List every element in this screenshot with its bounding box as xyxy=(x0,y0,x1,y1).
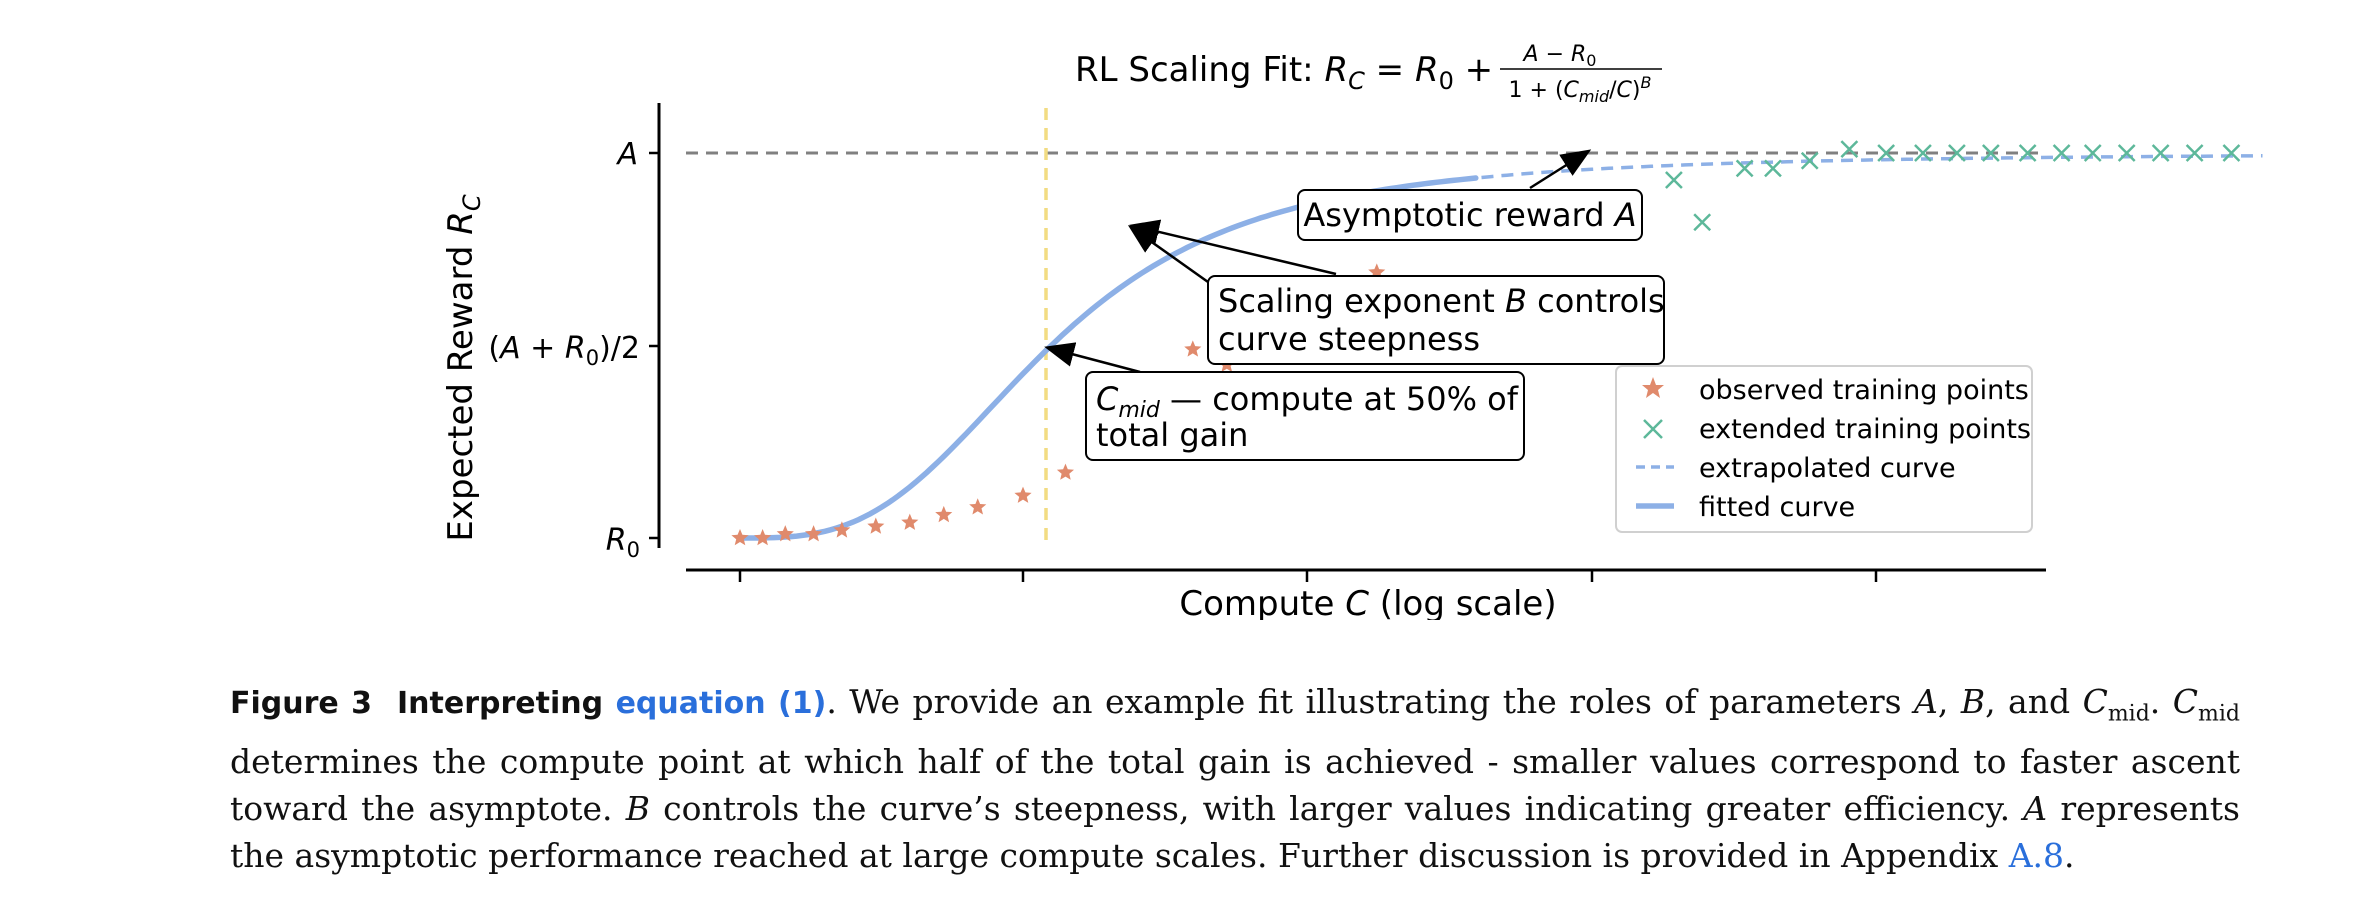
extended-point xyxy=(1914,144,1932,162)
appendix-link[interactable]: A.8 xyxy=(2008,835,2065,875)
observed-point xyxy=(1014,486,1032,503)
legend-observed: observed training points xyxy=(1642,375,2029,406)
observed-point xyxy=(776,525,794,542)
svg-text:Scaling exponent B controls: Scaling exponent B controls xyxy=(1218,282,1665,320)
legend-extrapolated: extrapolated curve xyxy=(1636,453,1956,484)
svg-text:total gain: total gain xyxy=(1096,416,1248,454)
svg-text:A − R0: A − R0 xyxy=(1522,42,1597,70)
observed-point xyxy=(833,521,851,538)
extended-point xyxy=(1981,144,2000,162)
x-axis-label-visible: Compute C (log scale) xyxy=(1179,584,1556,620)
svg-text:RL Scaling Fit: RC = R0 +: RL Scaling Fit: RC = R0 + xyxy=(1075,50,1493,95)
extended-point xyxy=(1665,171,1683,189)
extended-point xyxy=(2052,144,2071,162)
legend: observed training points extended traini… xyxy=(1615,365,2033,533)
observed-point xyxy=(805,525,823,542)
observed-point xyxy=(935,505,953,523)
observed-point xyxy=(969,498,987,515)
equation-link[interactable]: equation (1) xyxy=(615,686,827,721)
svg-text:Asymptotic reward A: Asymptotic reward A xyxy=(1303,196,1636,234)
ytick-R0: R0 xyxy=(606,523,640,562)
observed-point xyxy=(731,529,749,546)
extended-point xyxy=(2018,144,2037,162)
svg-text:extrapolated curve: extrapolated curve xyxy=(1699,453,1956,484)
observed-point xyxy=(754,529,772,546)
y-ticks: A (A + R0)/2 R0 xyxy=(488,137,659,562)
legend-fitted: fitted curve xyxy=(1636,492,1855,523)
annotation-asymptote: Asymptotic reward A xyxy=(1297,149,1643,241)
extended-point xyxy=(1693,213,1712,232)
svg-text:fitted curve: fitted curve xyxy=(1699,492,1855,523)
extended-point xyxy=(1764,159,1782,178)
extended-point xyxy=(1877,144,1896,162)
caption-heading: Interpreting xyxy=(397,686,604,721)
figure-caption: Figure 3 Interpreting equation (1). We p… xyxy=(230,682,2240,875)
annotation-cmid: Cmid — compute at 50% of total gain xyxy=(1044,342,1525,461)
svg-text:curve steepness: curve steepness xyxy=(1218,320,1480,358)
chart-title: RL Scaling Fit: RC = R0 + A − R0 1 + (Cm… xyxy=(1075,42,1662,106)
extended-point xyxy=(1800,151,1819,170)
observed-point xyxy=(867,517,885,534)
extended-points xyxy=(1622,140,2241,232)
extended-point xyxy=(2222,144,2241,162)
y-axis-label: Expected Reward RC xyxy=(441,194,486,542)
observed-point xyxy=(901,513,919,530)
extended-point xyxy=(2117,144,2136,162)
chart: RL Scaling Fit: RC = R0 + A − R0 1 + (Cm… xyxy=(441,42,2263,620)
extended-point xyxy=(2185,144,2204,162)
extended-point xyxy=(1840,140,1859,159)
ytick-A: A xyxy=(615,137,638,172)
observed-point xyxy=(1056,463,1074,480)
extended-point xyxy=(1948,144,1966,162)
figure-label: Figure 3 xyxy=(230,686,373,721)
svg-text:Cmid — compute at 50% of: Cmid — compute at 50% of xyxy=(1096,380,1519,423)
svg-text:1 + (Cmid/C)B: 1 + (Cmid/C)B xyxy=(1509,73,1652,106)
extended-point xyxy=(1735,159,1754,178)
extended-point xyxy=(2083,144,2102,162)
observed-point xyxy=(1184,340,1202,357)
annotation-exponent: Scaling exponent B controls curve steepn… xyxy=(1127,219,1665,365)
svg-text:extended training points: extended training points xyxy=(1699,414,2031,445)
legend-extended: extended training points xyxy=(1643,414,2031,445)
extended-point xyxy=(2151,144,2170,162)
svg-text:observed training points: observed training points xyxy=(1699,375,2029,406)
ytick-mid: (A + R0)/2 xyxy=(488,331,640,370)
extrapolated-curve xyxy=(1481,154,2263,180)
x-ticks xyxy=(738,570,1878,582)
